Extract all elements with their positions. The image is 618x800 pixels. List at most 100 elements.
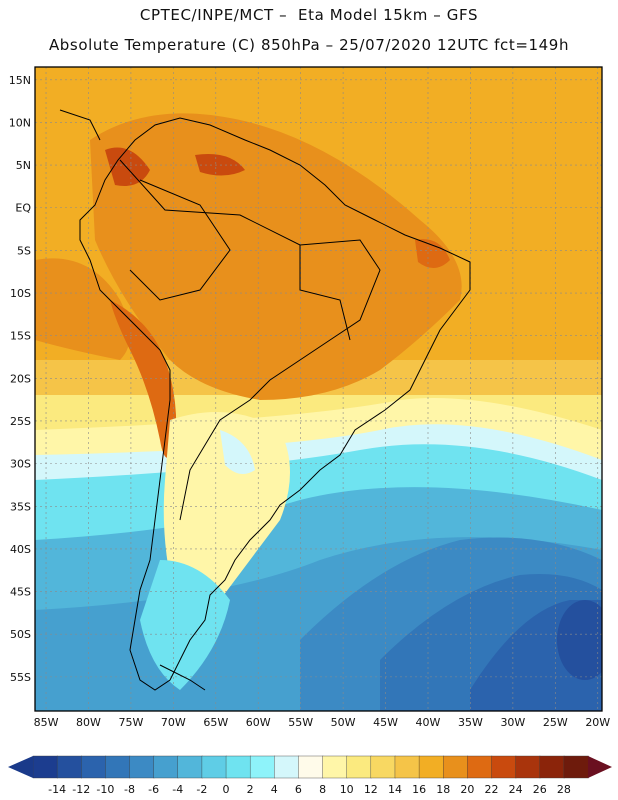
longitude-tick-label: 50W (331, 716, 356, 729)
field-venezuela-hot (195, 154, 245, 176)
latitude-tick-label: 45S (10, 586, 31, 599)
colorbar-swatch (563, 755, 589, 779)
field-cool-patch (220, 430, 255, 474)
latitude-tick-label: EQ (15, 202, 31, 215)
graticule (35, 67, 602, 711)
colorbar-swatch (539, 755, 565, 779)
colorbar-swatch (105, 755, 131, 779)
colorbar-swatch (467, 755, 493, 779)
colorbar-tick-label: 18 (436, 783, 450, 796)
coastlines-and-borders (59, 109, 471, 691)
colorbar-tick-label: 28 (557, 783, 571, 796)
colorbar-swatch (56, 755, 82, 779)
longitude-tick-label: 30W (500, 716, 525, 729)
longitude-tick-label: 60W (246, 716, 271, 729)
colorbar-tick-label: 4 (271, 783, 278, 796)
field-andes-north-hot (105, 147, 150, 186)
colorbar-tick-label: 22 (484, 783, 498, 796)
field-continent-warm (90, 113, 462, 401)
colorbar-swatch (443, 755, 469, 779)
colorbar-tick-label: -14 (48, 783, 66, 796)
south-america-coastline (79, 117, 471, 691)
latitude-tick-label: 10N (9, 116, 31, 129)
colorbar-high-arrow (588, 756, 612, 778)
colorbar-tick-label: 6 (295, 783, 302, 796)
longitude-tick-label: 70W (161, 716, 186, 729)
colorbar-tick-label: -10 (96, 783, 114, 796)
colorbar-swatch (515, 755, 541, 779)
colorbar-tick-label: 2 (247, 783, 254, 796)
colorbar-tick-label: -4 (172, 783, 183, 796)
longitude-tick-label: 75W (118, 716, 143, 729)
map-frame (34, 66, 603, 712)
colorbar: -14 -12 -10 -8 -6 -4 -2 0 2 4 6 8 10 12 14 16 18 20 22 24 26… (8, 755, 612, 796)
latitude-tick-label: 35S (10, 500, 31, 513)
field-patagonia-cool (140, 560, 230, 690)
colorbar-swatch (249, 755, 276, 779)
field-northeast-warm (415, 239, 450, 269)
longitude-tick-label: 55W (288, 716, 313, 729)
colorbar-tick-label: -8 (124, 783, 135, 796)
latitude-tick-label: 15N (9, 74, 31, 87)
latitude-axis: 15N 10N 5N EQ 5S 10S 15S 20S 25S 30S 35S 40S 45S 50S 5… (9, 74, 32, 684)
colorbar-swatch (32, 755, 58, 779)
longitude-tick-label: 40W (416, 716, 441, 729)
colorbar-swatch (322, 755, 348, 779)
latitude-tick-label: 30S (10, 458, 31, 471)
colorbar-tick-label: 8 (319, 783, 326, 796)
latitude-tick-label: 10S (10, 287, 31, 300)
tierra-del-fuego (159, 664, 206, 691)
colorbar-swatch (491, 755, 517, 779)
colorbar-swatch (225, 755, 251, 779)
longitude-tick-label: 65W (203, 716, 228, 729)
latitude-tick-label: 40S (10, 543, 31, 556)
latitude-tick-label: 15S (10, 330, 31, 343)
colorbar-low-arrow (8, 756, 33, 778)
colorbar-tick-label: -2 (196, 783, 207, 796)
colorbar-swatch (177, 755, 203, 779)
interior-borders (119, 159, 381, 521)
colorbar-swatch (394, 755, 420, 779)
colorbar-tick-label: 0 (223, 783, 230, 796)
colorbar-tick-label: 26 (533, 783, 547, 796)
colorbar-tick-label: 12 (364, 783, 378, 796)
brazil-state-borders (299, 245, 351, 341)
colorbar-swatch (201, 755, 227, 779)
colorbar-swatch (298, 755, 324, 779)
colorbar-tick-label: 10 (340, 783, 354, 796)
colorbar-swatch (81, 755, 107, 779)
latitude-tick-label: 25S (10, 415, 31, 428)
colorbar-swatch (153, 755, 179, 779)
longitude-tick-label: 20W (585, 716, 610, 729)
colorbar-swatch (370, 755, 396, 779)
colorbar-tick-label: 24 (509, 783, 523, 796)
colorbar-tick-label: -6 (148, 783, 159, 796)
longitude-tick-label: 35W (458, 716, 483, 729)
temperature-field (35, 67, 602, 711)
colorbar-tick-label: 20 (460, 783, 474, 796)
latitude-tick-label: 20S (10, 372, 31, 385)
latitude-tick-label: 50S (10, 628, 31, 641)
field-andes-warm (110, 300, 177, 458)
field-cold-core (557, 600, 602, 680)
map-title-line-1: CPTEC/INPE/MCT – Eta Model 15km – GFS (139, 6, 479, 24)
field-pacific-warm (35, 258, 130, 360)
map-title-line-2: Absolute Temperature (C) 850hPa – 25/07/… (48, 36, 570, 54)
latitude-tick-label: 55S (10, 671, 31, 684)
colorbar-swatch (418, 755, 444, 779)
longitude-tick-label: 45W (373, 716, 398, 729)
colorbar-tick-label: 14 (388, 783, 402, 796)
colorbar-swatch (274, 755, 300, 779)
colombia-peru-borders (129, 179, 231, 301)
longitude-tick-label: 85W (34, 716, 59, 729)
longitude-axis: 85W 80W 75W 70W 65W 60W 55W 50W 45W 40W 35W 30W 25W 2… (34, 716, 611, 729)
colorbar-tick-label: 16 (412, 783, 426, 796)
central-america-coast (59, 109, 101, 141)
colorbar-swatch (346, 755, 372, 779)
longitude-tick-label: 25W (543, 716, 568, 729)
latitude-tick-label: 5N (16, 159, 31, 172)
colorbar-swatch (129, 755, 155, 779)
longitude-tick-label: 80W (76, 716, 101, 729)
colorbar-tick-label: -12 (72, 783, 90, 796)
